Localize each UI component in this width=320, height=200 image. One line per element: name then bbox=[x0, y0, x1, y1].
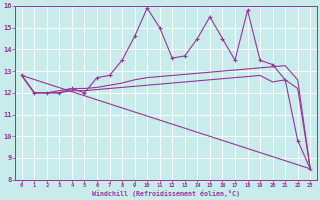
X-axis label: Windchill (Refroidissement éolien,°C): Windchill (Refroidissement éolien,°C) bbox=[92, 190, 240, 197]
